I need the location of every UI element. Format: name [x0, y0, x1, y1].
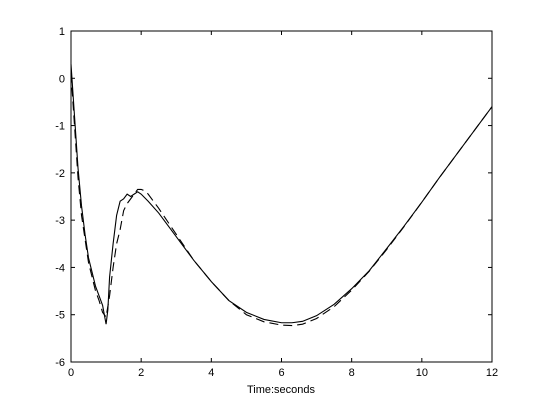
- series-line-1-solid: [70, 64, 493, 325]
- series-layer: [70, 64, 493, 327]
- y-tick-label: -6: [55, 357, 65, 369]
- x-tick-label: 12: [486, 367, 498, 379]
- x-tick-label: 8: [349, 367, 355, 379]
- x-tick-label: 6: [278, 367, 284, 379]
- x-tick-label: 2: [138, 367, 144, 379]
- y-tick-label: 0: [59, 73, 65, 85]
- y-tick-label: 1: [59, 26, 65, 38]
- x-tick-label: 0: [68, 367, 74, 379]
- x-tick-label: 4: [208, 367, 214, 379]
- y-tick-label: -3: [55, 215, 65, 227]
- y-tick-label: -2: [55, 168, 65, 180]
- y-tick-label: -4: [55, 262, 65, 274]
- x-axis-label: Time:seconds: [247, 384, 316, 396]
- x-tick-label: 10: [416, 367, 428, 379]
- y-tick-label: -1: [55, 121, 65, 133]
- y-tick-label: -5: [55, 310, 65, 322]
- plot-frame: [70, 30, 493, 363]
- axis-ticks: [70, 30, 493, 363]
- series-line-2-dashed: [70, 73, 493, 327]
